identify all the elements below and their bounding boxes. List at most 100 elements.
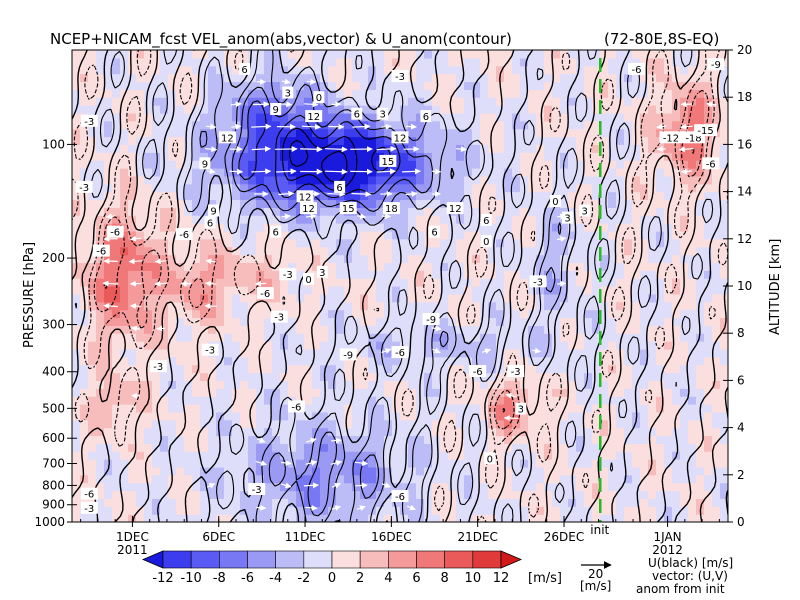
- field-cell: [568, 506, 577, 515]
- field-cell: [440, 57, 449, 67]
- field-cell: [504, 482, 513, 492]
- field-cell: [256, 380, 265, 389]
- field-cell: [456, 160, 465, 169]
- field-cell: [192, 341, 201, 350]
- field-cell: [224, 120, 233, 130]
- field-cell: [160, 474, 169, 484]
- wind-vector: [281, 482, 292, 489]
- field-cell: [408, 419, 417, 429]
- field-cell: [136, 246, 145, 256]
- field-cell: [472, 128, 481, 138]
- field-cell: [528, 65, 537, 75]
- field-cell: [96, 81, 105, 90]
- field-cell: [208, 191, 217, 201]
- field-cell: [592, 112, 601, 122]
- field-cell: [312, 325, 321, 334]
- field-cell: [584, 73, 593, 83]
- field-cell: [264, 152, 273, 161]
- field-cell: [320, 160, 329, 169]
- field-cell: [584, 341, 593, 350]
- field-cell: [432, 136, 441, 145]
- field-cell: [576, 466, 585, 476]
- field-cell: [456, 474, 465, 484]
- field-cell: [440, 199, 449, 208]
- field-cell: [104, 286, 113, 295]
- field-cell: [552, 333, 561, 342]
- field-cell: [608, 451, 617, 460]
- field-cell: [576, 57, 585, 67]
- field-cell: [648, 443, 657, 452]
- field-cell: [184, 490, 193, 499]
- field-cell: [456, 325, 465, 334]
- field-cell: [248, 309, 257, 319]
- field-cell: [600, 105, 609, 114]
- field-cell: [424, 364, 433, 374]
- field-cell: [304, 443, 313, 452]
- field-cell: [392, 120, 401, 130]
- field-cell: [528, 175, 537, 185]
- field-cell: [624, 514, 633, 522]
- field-cell: [240, 160, 249, 169]
- field-cell: [328, 466, 337, 476]
- field-cell: [696, 443, 705, 452]
- field-cell: [512, 435, 521, 444]
- field-cell: [344, 278, 353, 287]
- field-cell: [640, 325, 649, 334]
- field-cell: [408, 199, 417, 208]
- field-cell: [344, 183, 353, 193]
- field-cell: [248, 105, 257, 114]
- field-cell: [152, 317, 161, 326]
- field-cell: [560, 183, 569, 193]
- field-cell: [592, 81, 601, 90]
- field-cell: [248, 254, 257, 263]
- field-cell: [688, 372, 697, 381]
- field-cell: [312, 482, 321, 492]
- field-cell: [176, 112, 185, 122]
- field-cell: [528, 301, 537, 311]
- field-cell: [272, 57, 281, 67]
- field-cell: [656, 388, 665, 397]
- field-cell: [648, 278, 657, 287]
- field-cell: [424, 81, 433, 90]
- field-cell: [120, 474, 129, 484]
- field-cell: [544, 301, 553, 311]
- field-cell: [648, 286, 657, 295]
- field-cell: [232, 286, 241, 295]
- field-cell: [416, 223, 425, 232]
- field-cell: [160, 128, 169, 138]
- field-cell: [440, 191, 449, 201]
- field-cell: [328, 175, 337, 185]
- field-cell: [280, 474, 289, 484]
- field-cell: [320, 175, 329, 185]
- field-cell: [720, 506, 728, 515]
- field-cell: [688, 435, 697, 444]
- field-cell: [400, 293, 409, 303]
- field-cell: [336, 333, 345, 342]
- field-cell: [504, 380, 513, 389]
- field-cell: [680, 152, 689, 161]
- field-cell: [672, 364, 681, 374]
- field-cell: [432, 215, 441, 224]
- field-cell: [344, 97, 353, 106]
- field-cell: [304, 388, 313, 397]
- field-cell: [480, 466, 489, 476]
- field-cell: [560, 498, 569, 507]
- field-cell: [120, 223, 129, 232]
- field-cell: [688, 254, 697, 263]
- field-cell: [608, 372, 617, 381]
- field-cell: [600, 136, 609, 145]
- field-cell: [176, 50, 185, 59]
- field-cell: [344, 144, 353, 153]
- field-cell: [600, 411, 609, 421]
- field-cell: [624, 199, 633, 208]
- field-cell: [576, 404, 585, 413]
- field-cell: [152, 50, 161, 59]
- field-cell: [240, 128, 249, 138]
- field-cell: [104, 474, 113, 484]
- field-cell: [176, 451, 185, 460]
- field-cell: [248, 380, 257, 389]
- field-cell: [304, 356, 313, 366]
- field-cell: [432, 411, 441, 421]
- field-cell: [72, 238, 81, 248]
- field-cell: [200, 404, 209, 413]
